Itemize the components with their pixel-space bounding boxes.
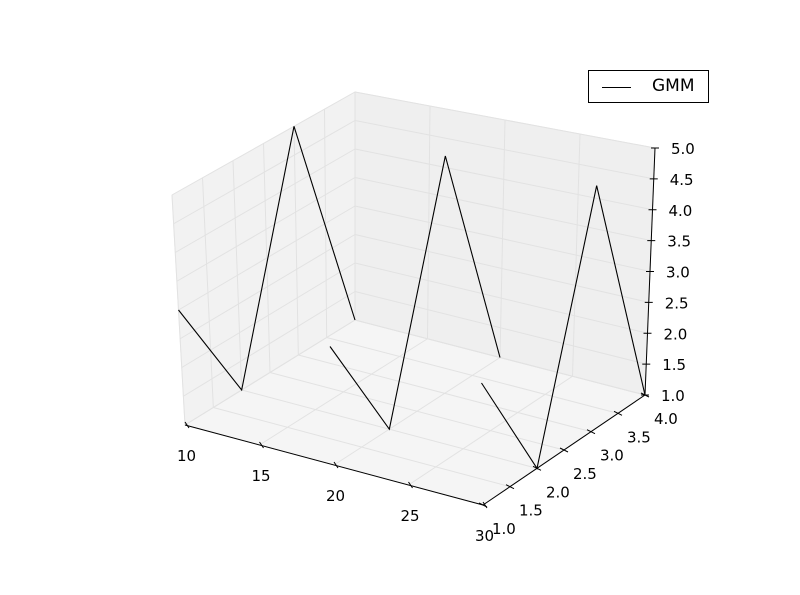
x-tick-label: 15 — [252, 467, 271, 485]
grid-line-z — [179, 234, 356, 340]
grid-line-y — [298, 354, 592, 433]
grid-line-z — [175, 148, 356, 253]
x-tick — [408, 481, 413, 489]
y-tick — [586, 429, 596, 435]
series-line-gmm — [329, 155, 501, 431]
grid-line-z — [354, 205, 651, 272]
grid-line-z — [354, 148, 653, 211]
grid-line-y — [213, 407, 511, 488]
x-tick — [333, 461, 339, 469]
y-tick — [559, 447, 569, 453]
grid-line-z — [354, 234, 649, 303]
legend: GMM — [588, 70, 709, 103]
z-tick-label: 3.0 — [666, 264, 690, 282]
z-tick-label: 2.5 — [665, 294, 689, 312]
z-tick-label: 4.0 — [669, 202, 693, 220]
x-axis-line — [184, 424, 484, 506]
grid-line-z — [354, 120, 654, 180]
x-tick-label: 20 — [326, 487, 345, 505]
grid-line-z — [354, 91, 656, 149]
grid-line-z — [183, 291, 356, 397]
y-tick-label: 4.0 — [654, 410, 678, 428]
z-tick-label: 1.0 — [661, 387, 685, 405]
grid-line-z — [171, 91, 356, 196]
y-tick-label: 1.0 — [492, 520, 516, 538]
grid-line-y — [326, 337, 619, 414]
z-tick-label: 1.5 — [662, 356, 686, 374]
y-tick-label: 3.5 — [627, 428, 651, 446]
x-tick-label: 25 — [401, 507, 420, 525]
y-tick-label: 1.5 — [519, 502, 543, 520]
y-tick — [505, 484, 515, 490]
x-tick-label: 30 — [475, 527, 494, 545]
legend-label-gmm: GMM — [652, 76, 695, 96]
grid-line-y — [269, 372, 565, 451]
grid-line-z — [176, 177, 356, 282]
grid-line-z — [354, 291, 647, 365]
legend-swatch-gmm — [602, 87, 631, 88]
grid-line-z — [173, 120, 356, 225]
z-tick-label: 5.0 — [671, 140, 695, 158]
x-tick-label: 10 — [177, 447, 196, 465]
z-tick-label: 3.5 — [667, 233, 691, 251]
y-tick — [478, 502, 488, 508]
series-line-gmm — [178, 126, 356, 392]
y-tick-label: 2.5 — [573, 465, 597, 483]
y-tick — [613, 410, 623, 416]
y-tick-label: 2.0 — [546, 483, 570, 501]
x-tick — [259, 441, 264, 449]
x-tick — [184, 421, 190, 429]
y-tick-label: 3.0 — [600, 447, 624, 465]
z-tick-label: 4.5 — [670, 171, 694, 189]
grid-line-z — [354, 177, 652, 242]
z-tick-label: 2.0 — [664, 325, 688, 343]
grid-line-z — [178, 205, 356, 311]
series-line-gmm — [481, 185, 646, 470]
grid-line-z — [354, 262, 648, 334]
grid-line-z — [184, 319, 356, 426]
